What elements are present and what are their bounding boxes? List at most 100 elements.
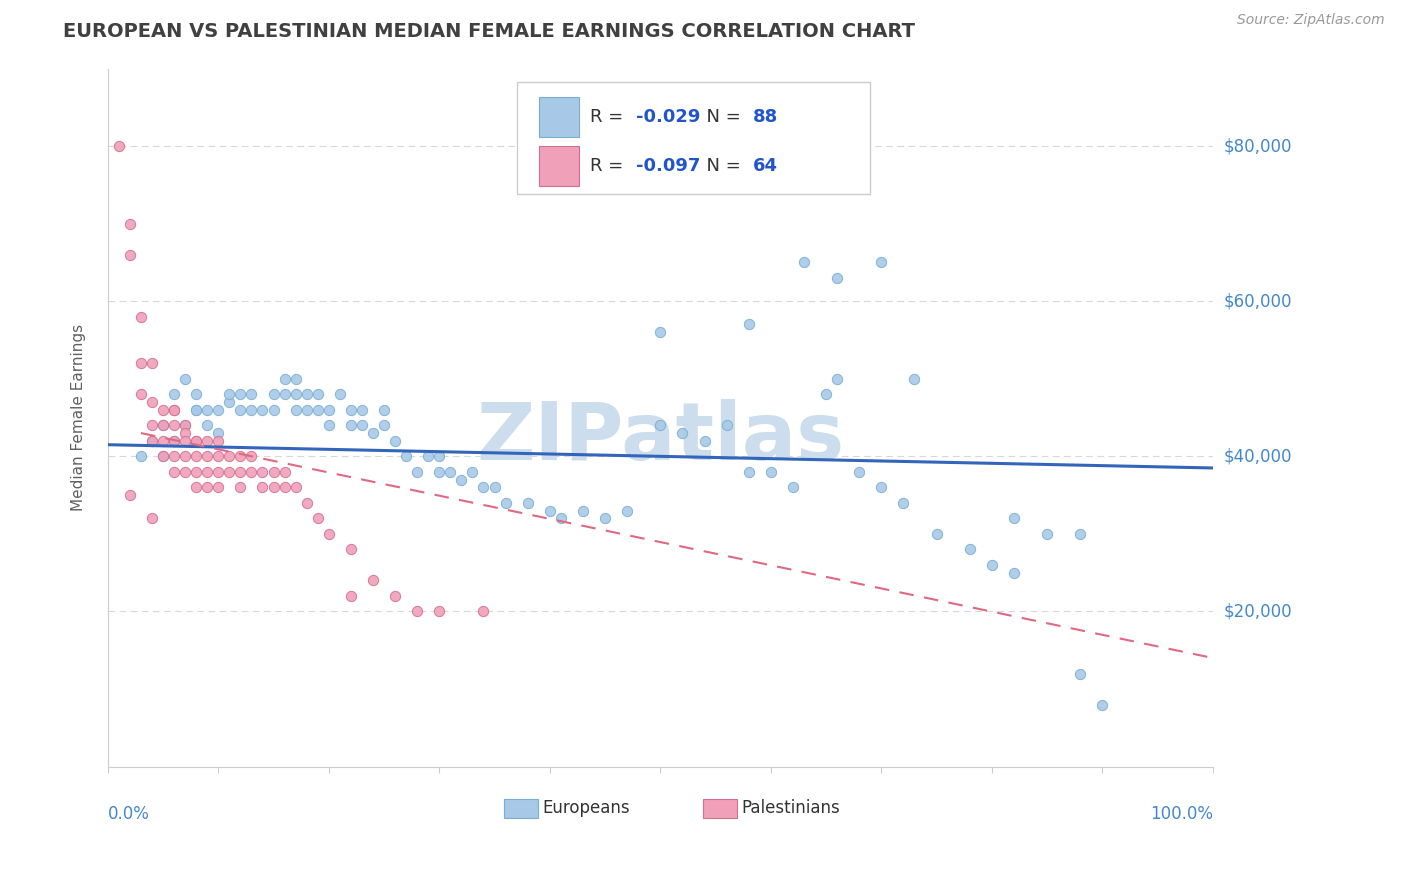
Point — [141, 434, 163, 448]
Point — [815, 387, 838, 401]
Point — [1002, 566, 1025, 580]
Point — [295, 387, 318, 401]
Point — [361, 574, 384, 588]
Text: -0.097: -0.097 — [636, 157, 700, 175]
FancyBboxPatch shape — [505, 799, 537, 818]
Point — [186, 434, 208, 448]
Point — [273, 465, 295, 479]
Point — [163, 387, 186, 401]
Text: $60,000: $60,000 — [1225, 293, 1292, 310]
Point — [340, 542, 363, 557]
Point — [163, 434, 186, 448]
Point — [893, 496, 915, 510]
Point — [284, 387, 307, 401]
Point — [163, 450, 186, 464]
Point — [174, 426, 197, 441]
Point — [240, 402, 263, 417]
Point — [152, 402, 174, 417]
Text: 88: 88 — [754, 108, 779, 126]
Point — [340, 418, 363, 433]
Point — [1069, 527, 1091, 541]
Point — [495, 496, 517, 510]
Point — [284, 402, 307, 417]
Point — [229, 480, 252, 494]
Point — [218, 387, 240, 401]
Point — [461, 465, 484, 479]
Point — [129, 450, 152, 464]
Point — [118, 248, 141, 262]
Point — [118, 488, 141, 502]
Point — [295, 496, 318, 510]
Point — [572, 503, 595, 517]
Point — [152, 434, 174, 448]
Point — [207, 434, 229, 448]
Point — [361, 426, 384, 441]
Point — [229, 450, 252, 464]
FancyBboxPatch shape — [538, 145, 578, 186]
Point — [650, 418, 672, 433]
Point — [252, 465, 274, 479]
Point — [273, 372, 295, 386]
Text: N =: N = — [695, 108, 747, 126]
Point — [152, 450, 174, 464]
Point — [373, 418, 395, 433]
Point — [186, 465, 208, 479]
Point — [384, 589, 406, 603]
Point — [959, 542, 981, 557]
Point — [229, 387, 252, 401]
Point — [870, 480, 893, 494]
Point — [340, 589, 363, 603]
Text: Palestinians: Palestinians — [741, 799, 839, 817]
Point — [195, 418, 218, 433]
Point — [229, 402, 252, 417]
Point — [1069, 666, 1091, 681]
Point — [616, 503, 638, 517]
Point — [207, 402, 229, 417]
Point — [318, 418, 340, 433]
Point — [252, 480, 274, 494]
Point — [195, 434, 218, 448]
Point — [793, 255, 815, 269]
Point — [439, 465, 461, 479]
Point — [340, 402, 363, 417]
Point — [1091, 698, 1114, 712]
Point — [484, 480, 506, 494]
Point — [141, 418, 163, 433]
Point — [129, 356, 152, 370]
Point — [186, 402, 208, 417]
Point — [174, 372, 197, 386]
Text: 100.0%: 100.0% — [1150, 805, 1213, 823]
Point — [848, 465, 870, 479]
Point — [207, 450, 229, 464]
Point — [263, 402, 285, 417]
Point — [163, 402, 186, 417]
Text: 64: 64 — [754, 157, 778, 175]
Text: $80,000: $80,000 — [1225, 137, 1292, 155]
Point — [406, 465, 429, 479]
Point — [186, 434, 208, 448]
Point — [593, 511, 616, 525]
Text: $20,000: $20,000 — [1225, 602, 1292, 621]
Point — [373, 402, 395, 417]
Point — [1036, 527, 1059, 541]
Point — [163, 434, 186, 448]
Point — [229, 465, 252, 479]
Point — [163, 418, 186, 433]
Point — [174, 450, 197, 464]
Point — [472, 480, 495, 494]
Point — [129, 387, 152, 401]
Point — [186, 480, 208, 494]
Point — [307, 402, 329, 417]
Point — [650, 325, 672, 339]
Point — [240, 450, 263, 464]
Point — [1002, 511, 1025, 525]
Point — [516, 496, 538, 510]
Point — [252, 402, 274, 417]
Point — [218, 450, 240, 464]
Text: N =: N = — [695, 157, 747, 175]
Point — [307, 511, 329, 525]
Point — [406, 604, 429, 618]
Point — [825, 271, 848, 285]
Point — [218, 395, 240, 409]
Point — [195, 480, 218, 494]
